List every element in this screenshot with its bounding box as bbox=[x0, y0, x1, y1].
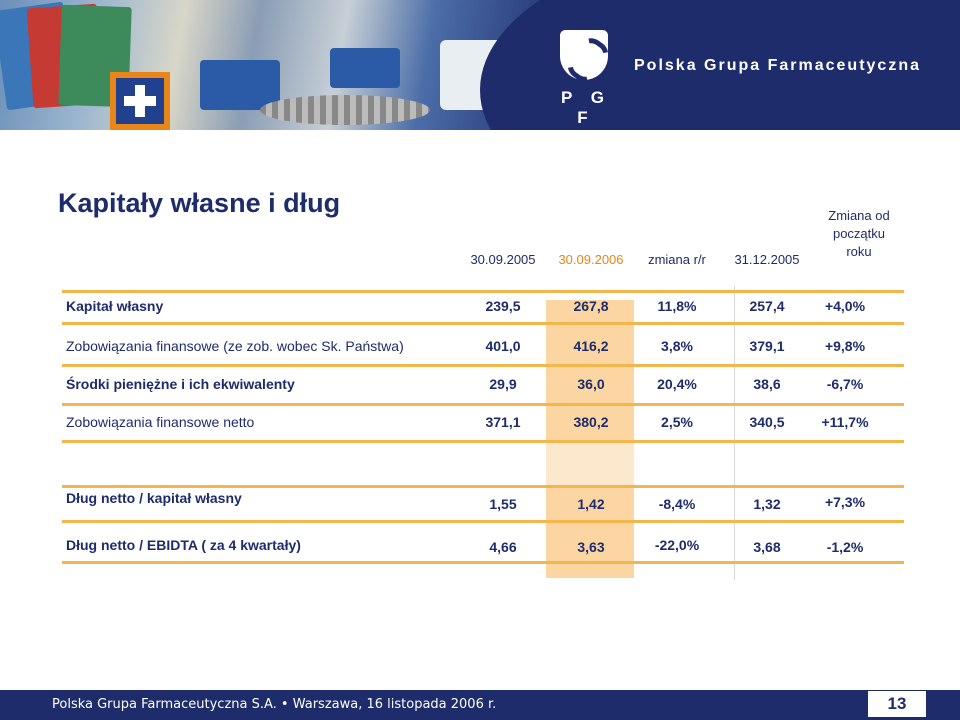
table-cell: +9,8% bbox=[824, 338, 866, 354]
row-label: Kapitał własny bbox=[66, 298, 164, 314]
footer-bar: Polska Grupa Farmaceutyczna S.A. • Warsz… bbox=[0, 690, 960, 720]
table-cell: 3,8% bbox=[661, 338, 693, 354]
slide-title: Kapitały własne i dług bbox=[58, 188, 341, 218]
table-cell: 1,32 bbox=[753, 496, 781, 512]
column-header: 31.12.2005 bbox=[734, 252, 800, 267]
table-cell: 239,5 bbox=[485, 298, 521, 314]
table-cell: 11,8% bbox=[657, 298, 697, 314]
row-label: Zobowiązania finansowe (ze zob. wobec Sk… bbox=[66, 338, 404, 354]
table-rule bbox=[62, 403, 904, 406]
table-rule bbox=[62, 520, 904, 523]
pgf-logo: P G F bbox=[556, 30, 616, 127]
table-cell: 257,4 bbox=[749, 298, 785, 314]
table-cell: -1,2% bbox=[826, 539, 864, 555]
footer-text: Polska Grupa Farmaceutyczna S.A. • Warsz… bbox=[52, 697, 497, 712]
table-cell: 371,1 bbox=[485, 414, 521, 430]
table-cell: 340,5 bbox=[749, 414, 785, 430]
table-cell: -22,0% bbox=[654, 537, 700, 553]
table-cell: 1,42 bbox=[577, 496, 605, 512]
page-number: 13 bbox=[868, 691, 926, 717]
table-rule bbox=[62, 440, 904, 443]
column-header: 30.09.2006 bbox=[558, 252, 624, 267]
row-label: Środki pieniężne i ich ekwiwalenty bbox=[66, 376, 295, 392]
table-cell: +7,3% bbox=[824, 494, 866, 510]
header-banner: P G F Polska Grupa Farmaceutyczna bbox=[0, 0, 960, 130]
table-cell: 3,68 bbox=[753, 539, 781, 555]
table-rule bbox=[62, 364, 904, 367]
brand-name: Polska Grupa Farmaceutyczna bbox=[634, 57, 921, 74]
table-cell: +4,0% bbox=[824, 298, 866, 314]
table-cell: 3,63 bbox=[577, 539, 605, 555]
row-label: Zobowiązania finansowe netto bbox=[66, 414, 255, 430]
table-cell: 401,0 bbox=[485, 338, 521, 354]
cross-logo-icon bbox=[110, 72, 170, 130]
table-cell: 36,0 bbox=[577, 376, 605, 392]
table-rule bbox=[62, 561, 904, 564]
ratio-label: Dług netto / EBIDTA ( za 4 kwartały) bbox=[66, 537, 301, 553]
table-rule bbox=[62, 290, 904, 293]
header-photo bbox=[0, 0, 560, 130]
table-cell: 29,9 bbox=[489, 376, 517, 392]
column-header: Zmiana od początku roku bbox=[828, 208, 890, 259]
table-cell: 416,2 bbox=[573, 338, 609, 354]
ratio-label: Dług netto / kapitał własny bbox=[66, 490, 242, 506]
column-divider bbox=[734, 286, 735, 580]
highlight-gap bbox=[546, 440, 634, 486]
table-rule bbox=[62, 322, 904, 325]
table-cell: -6,7% bbox=[826, 376, 864, 392]
column-header: zmiana r/r bbox=[648, 252, 706, 267]
table-cell: 380,2 bbox=[573, 414, 609, 430]
table-cell: +11,7% bbox=[821, 414, 869, 430]
table-cell: 267,8 bbox=[573, 298, 609, 314]
table-cell: -8,4% bbox=[658, 496, 696, 512]
highlight-column bbox=[546, 300, 634, 578]
table-cell: 20,4% bbox=[657, 376, 697, 392]
table-rule bbox=[62, 485, 904, 488]
table-cell: 379,1 bbox=[749, 338, 785, 354]
shield-icon bbox=[560, 30, 614, 88]
table-cell: 38,6 bbox=[753, 376, 781, 392]
table-cell: 2,5% bbox=[661, 414, 693, 430]
table-cell: 1,55 bbox=[489, 496, 517, 512]
table-cell: 4,66 bbox=[489, 539, 517, 555]
column-header: 30.09.2005 bbox=[470, 252, 536, 267]
